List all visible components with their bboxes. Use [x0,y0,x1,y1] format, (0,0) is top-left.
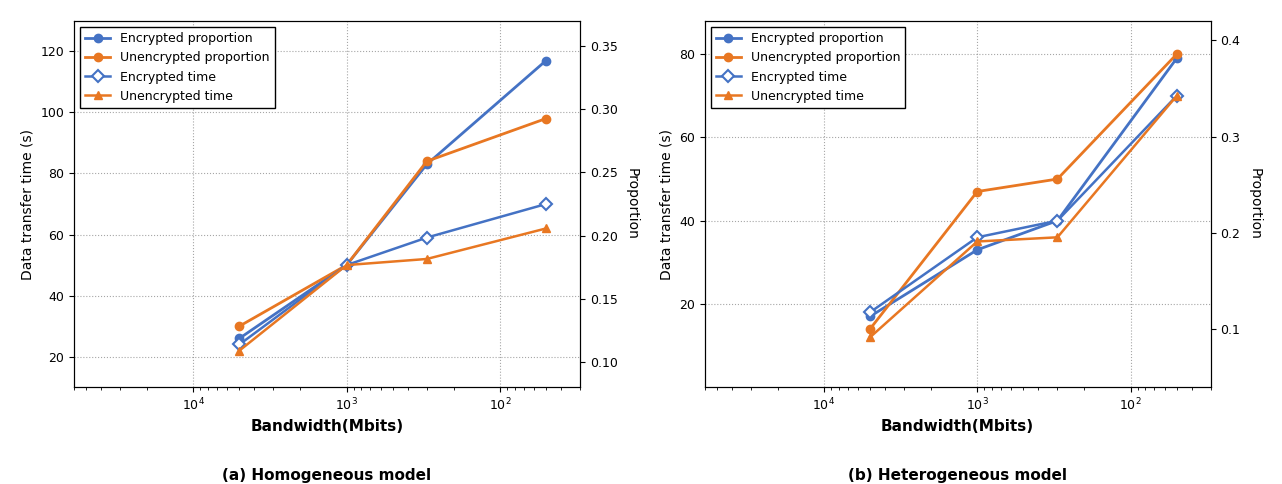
Unencrypted time [863,334,878,340]
Unencrypted proportion [863,326,878,332]
Line: Unencrypted time: Unencrypted time [236,224,550,355]
Legend: Encrypted proportion, Unencrypted proportion, Encrypted time, Unencrypted time: Encrypted proportion, Unencrypted propor… [712,27,905,108]
Legend: Encrypted proportion, Unencrypted proportion, Encrypted time, Unencrypted time: Encrypted proportion, Unencrypted propor… [81,27,274,108]
Y-axis label: Data transfer time (s): Data transfer time (s) [21,129,35,280]
Unencrypted proportion [1050,176,1065,182]
Y-axis label: Proportion: Proportion [1247,168,1261,240]
Y-axis label: Proportion: Proportion [624,168,638,240]
Encrypted proportion [863,314,878,319]
Encrypted time [1050,218,1065,224]
Encrypted time [338,262,354,268]
Line: Encrypted proportion: Encrypted proportion [865,54,1181,320]
Line: Encrypted proportion: Encrypted proportion [236,56,550,343]
Unencrypted proportion [969,189,985,195]
Unencrypted time [538,226,554,231]
Encrypted proportion [538,58,554,63]
Line: Unencrypted proportion: Unencrypted proportion [236,114,550,330]
Encrypted time [863,309,878,315]
Unencrypted time [232,348,247,353]
Line: Encrypted time: Encrypted time [236,200,550,348]
Text: (b) Heterogeneous model: (b) Heterogeneous model [849,468,1067,483]
Text: (a) Homogeneous model: (a) Homogeneous model [223,468,432,483]
Encrypted time [232,342,247,348]
Unencrypted time [1169,93,1185,99]
X-axis label: Bandwidth(Mbits): Bandwidth(Mbits) [881,419,1035,434]
Unencrypted time [338,262,354,268]
Line: Unencrypted proportion: Unencrypted proportion [865,50,1181,333]
Unencrypted proportion [338,262,354,268]
Unencrypted proportion [538,116,554,121]
Encrypted time [1169,93,1185,99]
Encrypted proportion [338,262,354,268]
Y-axis label: Data transfer time (s): Data transfer time (s) [659,129,673,280]
Encrypted time [419,235,435,241]
Encrypted proportion [1050,218,1065,224]
Unencrypted time [1050,234,1065,240]
Line: Encrypted time: Encrypted time [865,91,1181,317]
X-axis label: Bandwidth(Mbits): Bandwidth(Mbits) [250,419,404,434]
Encrypted time [538,201,554,207]
Encrypted proportion [1169,55,1185,61]
Line: Unencrypted time: Unencrypted time [865,91,1181,341]
Encrypted proportion [969,247,985,253]
Unencrypted proportion [1169,51,1185,57]
Unencrypted proportion [419,158,435,164]
Unencrypted proportion [232,323,247,329]
Encrypted proportion [419,162,435,167]
Encrypted time [969,234,985,240]
Encrypted proportion [232,335,247,341]
Unencrypted time [419,256,435,262]
Unencrypted time [969,239,985,244]
